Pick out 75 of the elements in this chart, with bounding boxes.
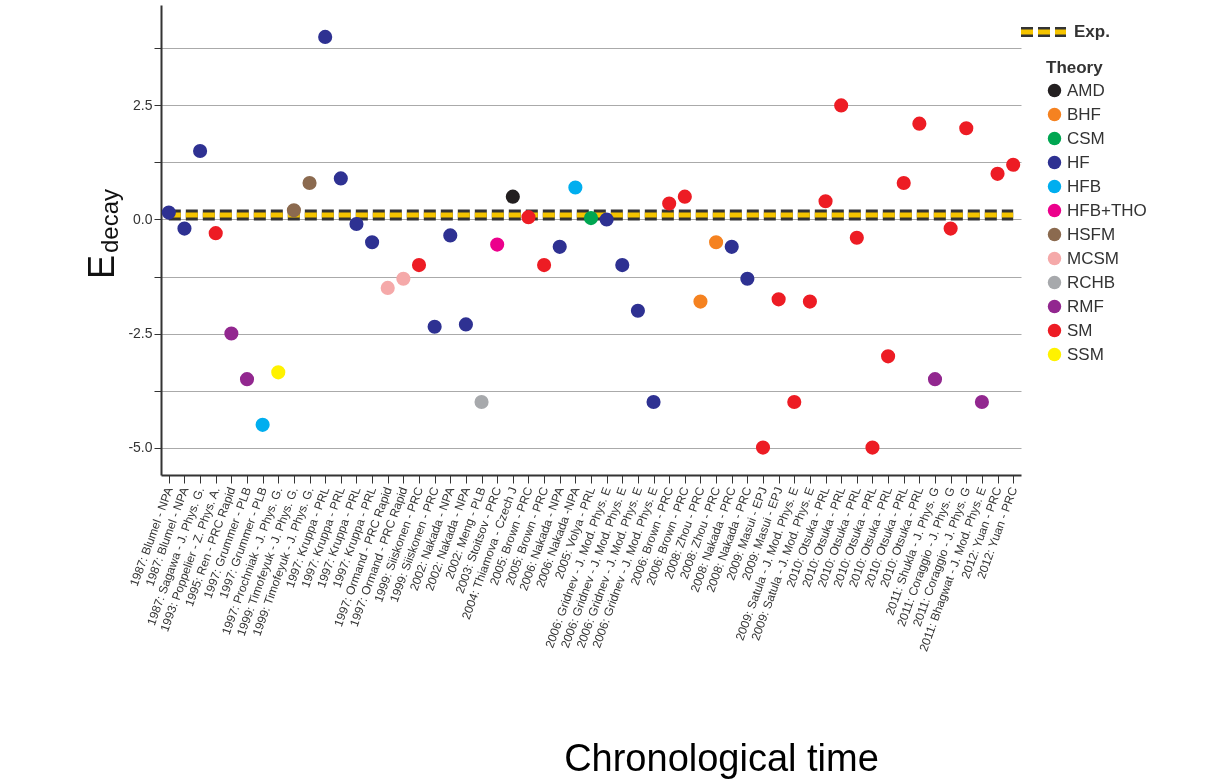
y-tick-label: -2.5	[128, 325, 153, 342]
point	[818, 194, 833, 209]
point	[693, 294, 708, 309]
point	[177, 221, 192, 236]
y-tick-label: 2.5	[133, 96, 153, 113]
legend-label: HFB+THO	[1067, 200, 1147, 220]
point	[365, 235, 380, 250]
point	[787, 394, 802, 410]
point	[458, 317, 473, 332]
point	[771, 292, 786, 307]
point	[239, 372, 255, 387]
point	[599, 212, 614, 227]
legend-label: CSM	[1067, 128, 1105, 148]
legend-label: SSM	[1067, 344, 1104, 364]
point	[255, 417, 270, 432]
legend-label: HFB	[1067, 176, 1101, 196]
point	[802, 294, 817, 309]
x-axis-title: Chronological time	[564, 736, 879, 779]
point	[193, 143, 208, 159]
point	[552, 239, 567, 254]
point	[318, 29, 333, 44]
y-tick-label: 0.0	[133, 210, 153, 227]
point	[537, 258, 552, 273]
legend-label: RCHB	[1067, 272, 1116, 292]
point	[302, 175, 317, 191]
point	[740, 271, 755, 286]
point	[286, 203, 301, 218]
y-axis-title: Edecay	[81, 188, 123, 280]
point	[568, 180, 583, 195]
point	[161, 205, 176, 220]
point	[411, 258, 427, 273]
point	[881, 349, 896, 364]
point	[474, 394, 489, 410]
point	[709, 235, 724, 250]
point	[646, 394, 661, 410]
point	[755, 440, 771, 455]
point	[865, 440, 880, 455]
point	[615, 258, 630, 273]
point	[490, 237, 505, 252]
legend-title: Theory	[1046, 58, 1104, 77]
point	[271, 365, 286, 380]
point	[208, 226, 223, 241]
point	[927, 372, 943, 387]
point	[630, 303, 645, 318]
point	[677, 189, 692, 204]
point	[912, 116, 927, 131]
legend-label: HF	[1067, 152, 1090, 172]
point	[443, 228, 458, 243]
point	[943, 221, 958, 236]
point	[1006, 157, 1021, 172]
point	[974, 394, 989, 410]
legend-label: RMF	[1067, 296, 1104, 316]
point	[583, 211, 599, 226]
legend-label: AMD	[1067, 80, 1105, 100]
legend-label: MCSM	[1067, 248, 1119, 268]
point	[333, 171, 348, 186]
point	[380, 280, 395, 295]
point	[849, 230, 864, 245]
point	[990, 166, 1005, 181]
point	[224, 326, 239, 341]
point	[959, 121, 974, 136]
legend-label: Exp.	[1074, 22, 1110, 41]
point	[505, 189, 520, 204]
point	[834, 98, 849, 113]
point	[724, 239, 739, 254]
legend-label: BHF	[1067, 104, 1101, 124]
y-tick-label: -5.0	[128, 439, 153, 456]
point	[521, 210, 536, 225]
point	[427, 319, 442, 334]
point	[349, 216, 364, 232]
legend-label: HSFM	[1067, 224, 1116, 244]
point	[896, 175, 911, 191]
point	[396, 271, 411, 286]
point	[662, 196, 677, 211]
legend-label: SM	[1067, 320, 1093, 340]
